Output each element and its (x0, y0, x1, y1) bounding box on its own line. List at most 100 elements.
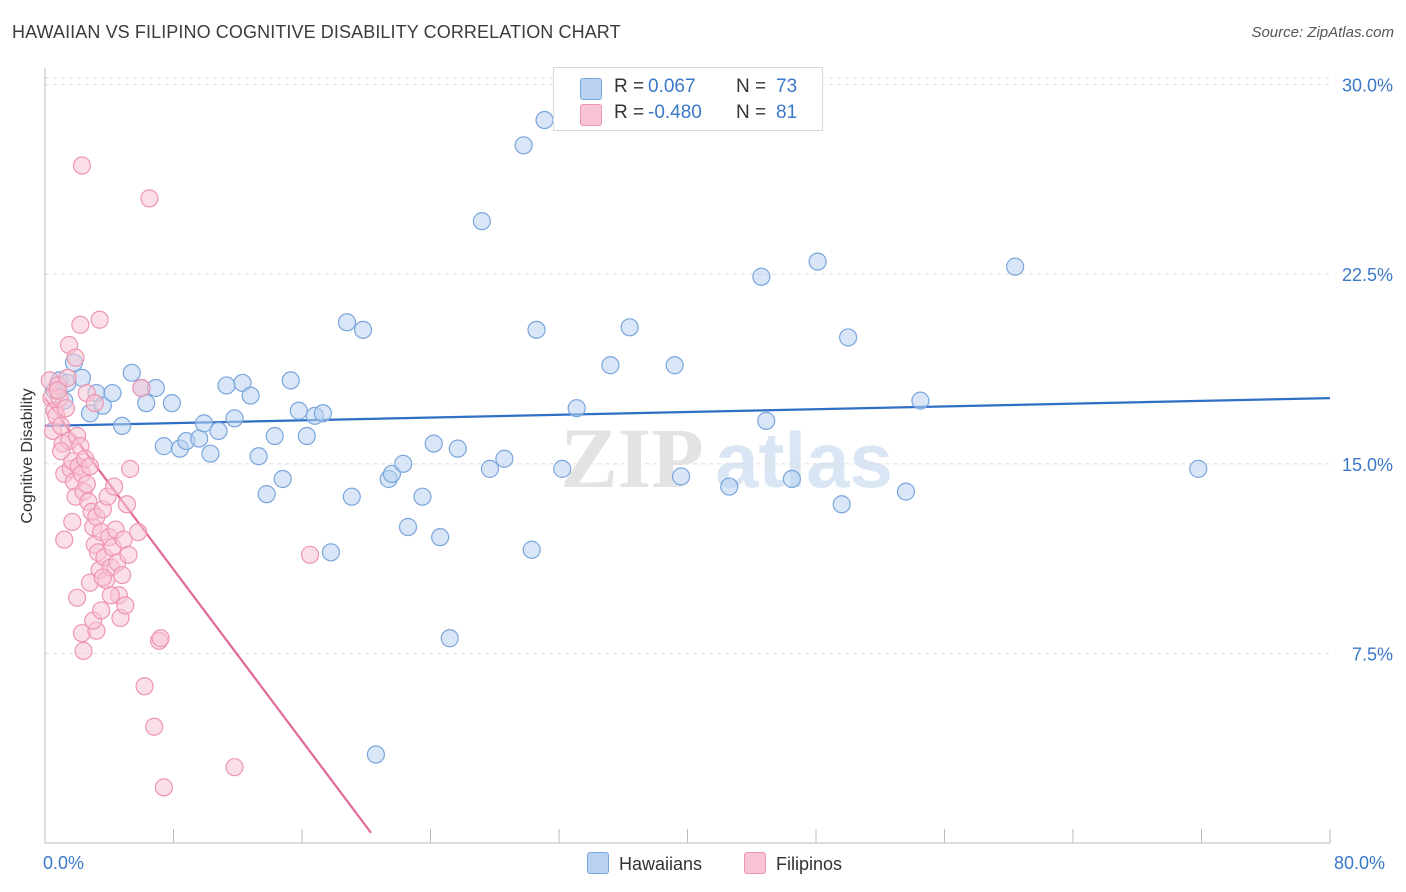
r-label: R = (614, 76, 645, 97)
hawaiians-point (201, 444, 220, 463)
hawaiians-point (413, 487, 432, 506)
hawaiians-point (752, 267, 771, 286)
trend-lines (44, 396, 1331, 834)
filipinos-point (104, 477, 124, 496)
x-tick-max: 80.0% (1334, 853, 1386, 873)
hawaiians-point (620, 318, 639, 337)
filipinos-swatch (580, 104, 602, 126)
filipinos-point (71, 315, 90, 334)
y-tick-label: 7.5% (1352, 644, 1393, 664)
axes (44, 68, 1331, 844)
filipinos-point (129, 522, 148, 542)
filipinos-point (92, 601, 111, 620)
hawaiians-legend-label: Hawaiians (619, 854, 703, 874)
hawaiians-point (896, 482, 916, 501)
hawaiians-point (289, 401, 308, 420)
hawaiians-point (217, 376, 236, 395)
filipinos-legend-swatch (744, 852, 766, 874)
y-tick-label: 22.5% (1342, 265, 1393, 285)
hawaiians-point (112, 416, 132, 436)
filipinos-point (151, 629, 170, 648)
hawaiians-point (472, 212, 491, 231)
hawaiians-point (241, 386, 260, 405)
hawaiians-point (398, 517, 418, 537)
hawaiians-swatch (580, 78, 602, 100)
filipinos-trend-line (44, 397, 372, 834)
hawaiians-trend-line (44, 396, 1331, 428)
hawaiians-point (297, 426, 316, 446)
hawaiians-point (337, 313, 357, 332)
filipinos-point (135, 677, 154, 696)
hawaiians-point (273, 469, 292, 489)
hawaiians-point (567, 399, 586, 418)
hawaiians-legend-swatch (587, 852, 609, 874)
hawaiians-point (832, 495, 851, 514)
filipinos-point (93, 568, 112, 587)
n-value: 81 (776, 102, 798, 123)
filipinos-legend-label: Filipinos (776, 854, 843, 874)
hawaiians-point (313, 404, 332, 423)
legend-hawaiians: Hawaiians (587, 852, 702, 875)
hawaiians-point (265, 426, 284, 446)
hawaiians-point (839, 328, 858, 347)
watermark-atlas: atlas (715, 416, 893, 504)
filipinos-point (56, 399, 75, 418)
source-label: Source: ZipAtlas.com (1251, 24, 1394, 41)
filipinos-point (154, 778, 173, 797)
filipinos-point (77, 474, 96, 494)
r-value: -0.480 (648, 102, 702, 123)
hawaiians-point (440, 629, 459, 648)
filipinos-point (63, 512, 82, 532)
x-tick-min: 0.0% (43, 853, 85, 873)
grid-lines (45, 77, 1330, 654)
filipinos-point (121, 459, 140, 478)
filipinos-point (140, 189, 159, 208)
filipinos-point (51, 416, 71, 436)
filipinos-point (116, 596, 135, 615)
filipinos-point (145, 717, 164, 736)
hawaiians-point (448, 439, 467, 458)
y-tick-labels: 7.5% 15.0% 22.5% 30.0% (1342, 76, 1393, 665)
hawaiians-point (757, 411, 776, 430)
chart-title: HAWAIIAN VS FILIPINO COGNITIVE DISABILIT… (12, 22, 621, 42)
hawaiians-point (209, 421, 228, 441)
filipinos-point (72, 156, 92, 175)
hawaiians-point (1189, 459, 1208, 478)
filipinos-point (132, 378, 151, 398)
hawaiians-point (665, 356, 684, 375)
hawaiians-point (281, 371, 300, 390)
hawaiians-point (353, 320, 373, 339)
hawaiians-point (601, 356, 620, 375)
hawaiians-point (480, 459, 500, 478)
hawaiians-point (137, 394, 156, 413)
filipinos-point (74, 641, 93, 660)
hawaiians-point (122, 363, 141, 382)
watermark-zip: ZIP (560, 410, 703, 506)
filipinos-point (58, 368, 77, 387)
hawaiians-point (190, 429, 209, 448)
filipinos-point (66, 348, 85, 367)
hawaiians-point (527, 320, 546, 339)
hawaiians-point (257, 485, 276, 504)
r-value: 0.067 (648, 76, 696, 97)
hawaiians-point (424, 434, 443, 453)
hawaiians-point (154, 437, 173, 456)
stats-legend: R = 0.067 N = 73 R = -0.480 N = 81 (553, 67, 823, 131)
hawaiians-point (103, 383, 122, 403)
hawaiians-point (671, 467, 691, 486)
hawaiians-point (194, 414, 214, 433)
r-label: R = (614, 102, 645, 123)
y-tick-label: 30.0% (1342, 76, 1393, 96)
n-value: 73 (776, 76, 798, 97)
filipinos-point (51, 442, 71, 461)
hawaiians-point (553, 459, 572, 478)
hawaiians-point (514, 136, 533, 155)
hawaiians-point (162, 394, 181, 413)
hawaiians-point (382, 464, 402, 484)
hawaiians-point (431, 528, 450, 547)
filipinos-point (117, 495, 137, 514)
hawaiians-point (321, 543, 341, 562)
hawaiians-point (1006, 257, 1025, 276)
y-axis-title: Cognitive Disability (19, 388, 36, 524)
filipinos-point (112, 565, 132, 585)
